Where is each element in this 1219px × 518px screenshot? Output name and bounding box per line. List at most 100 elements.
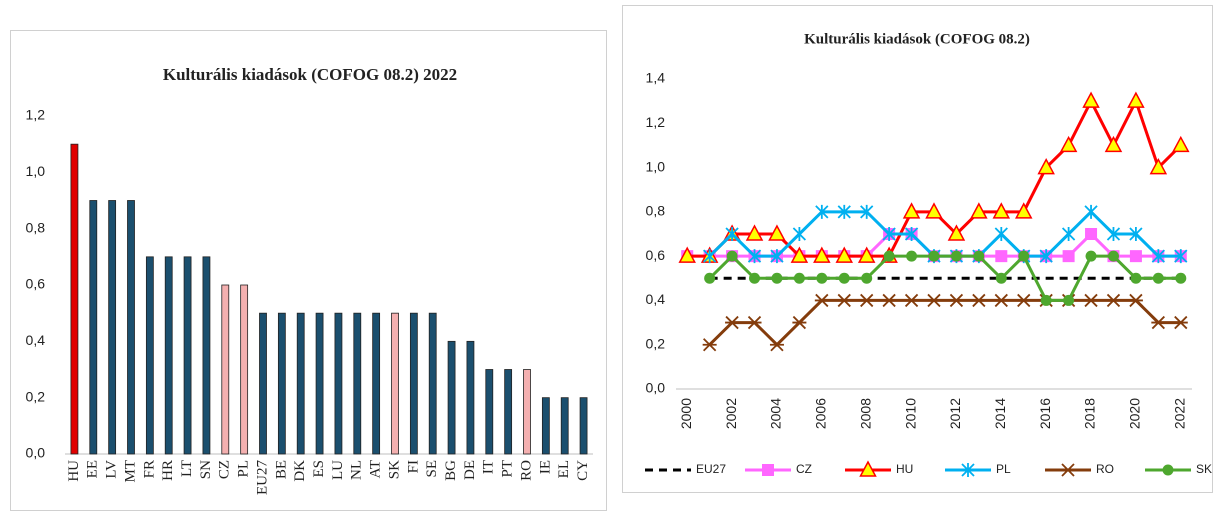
marker xyxy=(837,293,852,308)
x-tick-label: MT xyxy=(122,460,138,483)
x-tick-label: HR xyxy=(160,460,176,481)
y-tick-label: 1,0 xyxy=(646,158,666,174)
marker xyxy=(1175,272,1187,284)
marker xyxy=(1016,293,1031,308)
y-tick-label: 1,2 xyxy=(26,107,46,123)
bar xyxy=(466,340,475,455)
x-tick-label: 2020 xyxy=(1127,398,1143,429)
marker xyxy=(813,246,831,263)
y-tick-label: 0,0 xyxy=(646,380,666,396)
y-tick-label: 0,8 xyxy=(646,203,666,219)
marker xyxy=(678,246,696,263)
bar xyxy=(560,397,569,455)
marker xyxy=(768,224,786,241)
marker xyxy=(1173,315,1188,330)
legend-marker xyxy=(961,463,975,477)
y-tick-label: 1,4 xyxy=(646,70,666,86)
bar xyxy=(485,369,494,455)
marker xyxy=(906,250,918,262)
marker xyxy=(882,227,896,241)
legend-label: SK xyxy=(1196,462,1212,476)
marker xyxy=(792,315,807,330)
marker xyxy=(838,272,850,284)
marker xyxy=(1085,228,1098,240)
marker xyxy=(928,250,940,262)
marker xyxy=(769,338,784,352)
x-tick-label: PL xyxy=(236,460,252,478)
y-tick-label: 0,2 xyxy=(646,335,666,351)
chart-title: Kulturális kiadások (COFOG 08.2) 2022 xyxy=(163,65,457,84)
marker xyxy=(837,204,851,219)
chart-frame xyxy=(10,30,607,511)
marker xyxy=(861,272,873,284)
legend-label: RO xyxy=(1096,462,1114,476)
x-tick-label: CY xyxy=(575,460,591,481)
y-tick-label: 0,4 xyxy=(646,291,666,307)
x-tick-label: FR xyxy=(141,460,157,478)
x-tick-label: PT xyxy=(500,460,516,478)
marker xyxy=(1063,294,1075,306)
bar xyxy=(296,312,305,455)
marker xyxy=(1018,250,1030,262)
bar xyxy=(202,256,211,455)
bar xyxy=(89,200,98,455)
bar xyxy=(579,397,588,455)
x-tick-label: LV xyxy=(104,460,120,479)
y-tick-label: 1,2 xyxy=(646,114,666,130)
marker xyxy=(814,293,829,308)
marker xyxy=(1085,250,1097,262)
marker xyxy=(792,227,807,241)
marker xyxy=(1129,227,1143,241)
marker xyxy=(1062,250,1075,263)
bar xyxy=(504,369,513,455)
x-tick-label: SE xyxy=(424,460,440,478)
x-tick-label: 2006 xyxy=(813,398,829,429)
y-tick-label: 0,6 xyxy=(26,276,46,292)
marker xyxy=(1151,315,1166,330)
series-line xyxy=(708,253,1181,302)
bar xyxy=(428,312,437,455)
y-tick-label: 0,0 xyxy=(26,445,46,461)
bar xyxy=(447,340,456,455)
marker xyxy=(973,250,985,262)
y-tick-label: 0,4 xyxy=(26,332,46,348)
marker xyxy=(1127,91,1145,108)
bar xyxy=(127,200,135,455)
legend-label: HU xyxy=(896,462,913,476)
marker xyxy=(790,246,809,263)
bar xyxy=(541,397,550,455)
y-tick-label: 0,8 xyxy=(26,219,46,235)
bar xyxy=(70,143,79,455)
marker xyxy=(902,202,921,219)
marker xyxy=(857,246,876,263)
x-tick-label: DK xyxy=(292,460,308,482)
bar xyxy=(145,256,154,455)
bar xyxy=(221,284,230,455)
bar xyxy=(164,256,173,455)
marker xyxy=(747,315,762,330)
x-tick-label: 2002 xyxy=(723,398,739,429)
legend-marker xyxy=(1061,463,1075,477)
bar xyxy=(334,312,343,455)
marker xyxy=(747,249,762,264)
marker xyxy=(1084,293,1099,308)
bar xyxy=(353,312,362,455)
marker xyxy=(925,202,943,219)
x-tick-label: IT xyxy=(481,460,497,474)
x-tick-label: 2018 xyxy=(1082,398,1098,429)
y-tick-label: 1,0 xyxy=(26,163,46,179)
x-tick-label: NL xyxy=(349,460,365,480)
marker xyxy=(703,249,717,264)
marker xyxy=(835,246,854,263)
x-tick-label: EL xyxy=(556,460,572,478)
marker xyxy=(725,315,740,330)
marker xyxy=(995,272,1007,284)
legend-label: EU27 xyxy=(696,462,726,476)
marker xyxy=(1152,272,1164,284)
bar xyxy=(315,312,324,455)
marker xyxy=(1037,157,1055,175)
x-tick-label: AT xyxy=(368,460,384,478)
legend-marker xyxy=(762,464,774,476)
bar xyxy=(240,284,249,455)
